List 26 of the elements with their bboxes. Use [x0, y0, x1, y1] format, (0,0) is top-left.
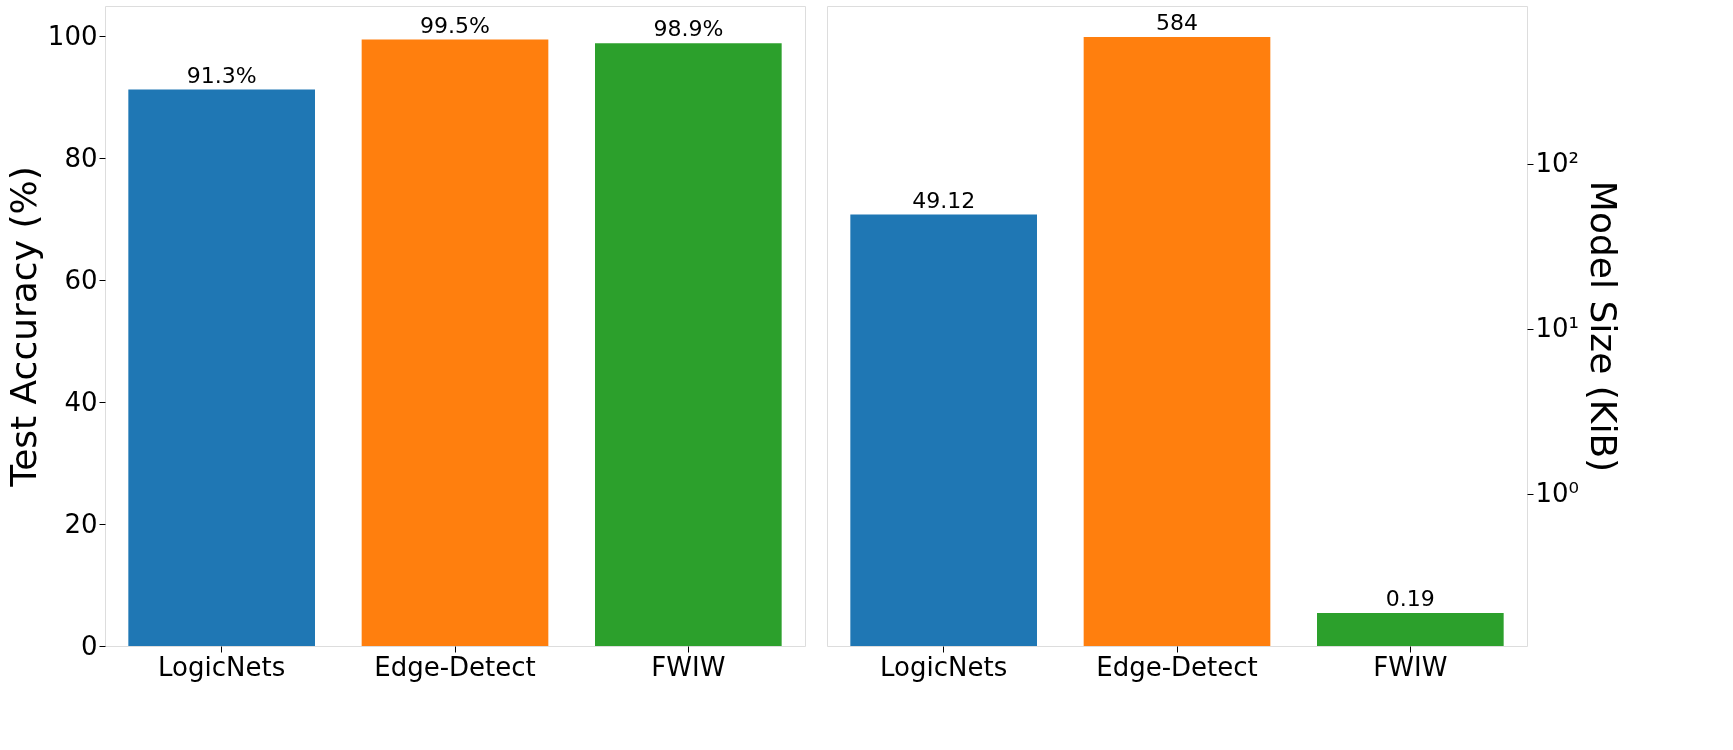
- x-tick-label: FWIW: [651, 651, 726, 682]
- x-tick-label: Edge-Detect: [374, 651, 536, 682]
- data-label: 99.5%: [420, 12, 490, 38]
- y2-tick-label: 10¹: [1535, 313, 1580, 344]
- y2-tick-label: 10²: [1535, 148, 1580, 179]
- bar: [128, 89, 315, 646]
- x-tick-label: FWIW: [1373, 651, 1448, 682]
- data-label: 584: [1156, 10, 1198, 36]
- y-tick-label: 20: [64, 508, 98, 539]
- y-axis-title: Test Accuracy (%): [2, 166, 44, 488]
- y-tick-label: 100: [47, 20, 98, 51]
- y-tick-label: 40: [64, 386, 98, 417]
- y-tick-label: 60: [64, 264, 98, 295]
- bar: [361, 39, 549, 646]
- data-label: 0.19: [1385, 586, 1435, 612]
- y-tick-label: 80: [64, 142, 98, 173]
- data-label: 49.12: [912, 187, 976, 213]
- y2-tick-label: 10⁰: [1535, 478, 1580, 509]
- x-tick-label: Edge-Detect: [1096, 651, 1258, 682]
- x-tick-label: LogicNets: [158, 651, 286, 682]
- y-tick-label: 0: [80, 630, 98, 661]
- bar: [595, 43, 782, 646]
- x-tick-label: LogicNets: [880, 651, 1008, 682]
- y2-axis-title: Model Size (KiB): [1583, 180, 1625, 473]
- data-label: 91.3%: [186, 62, 257, 88]
- data-label: 98.9%: [653, 16, 724, 42]
